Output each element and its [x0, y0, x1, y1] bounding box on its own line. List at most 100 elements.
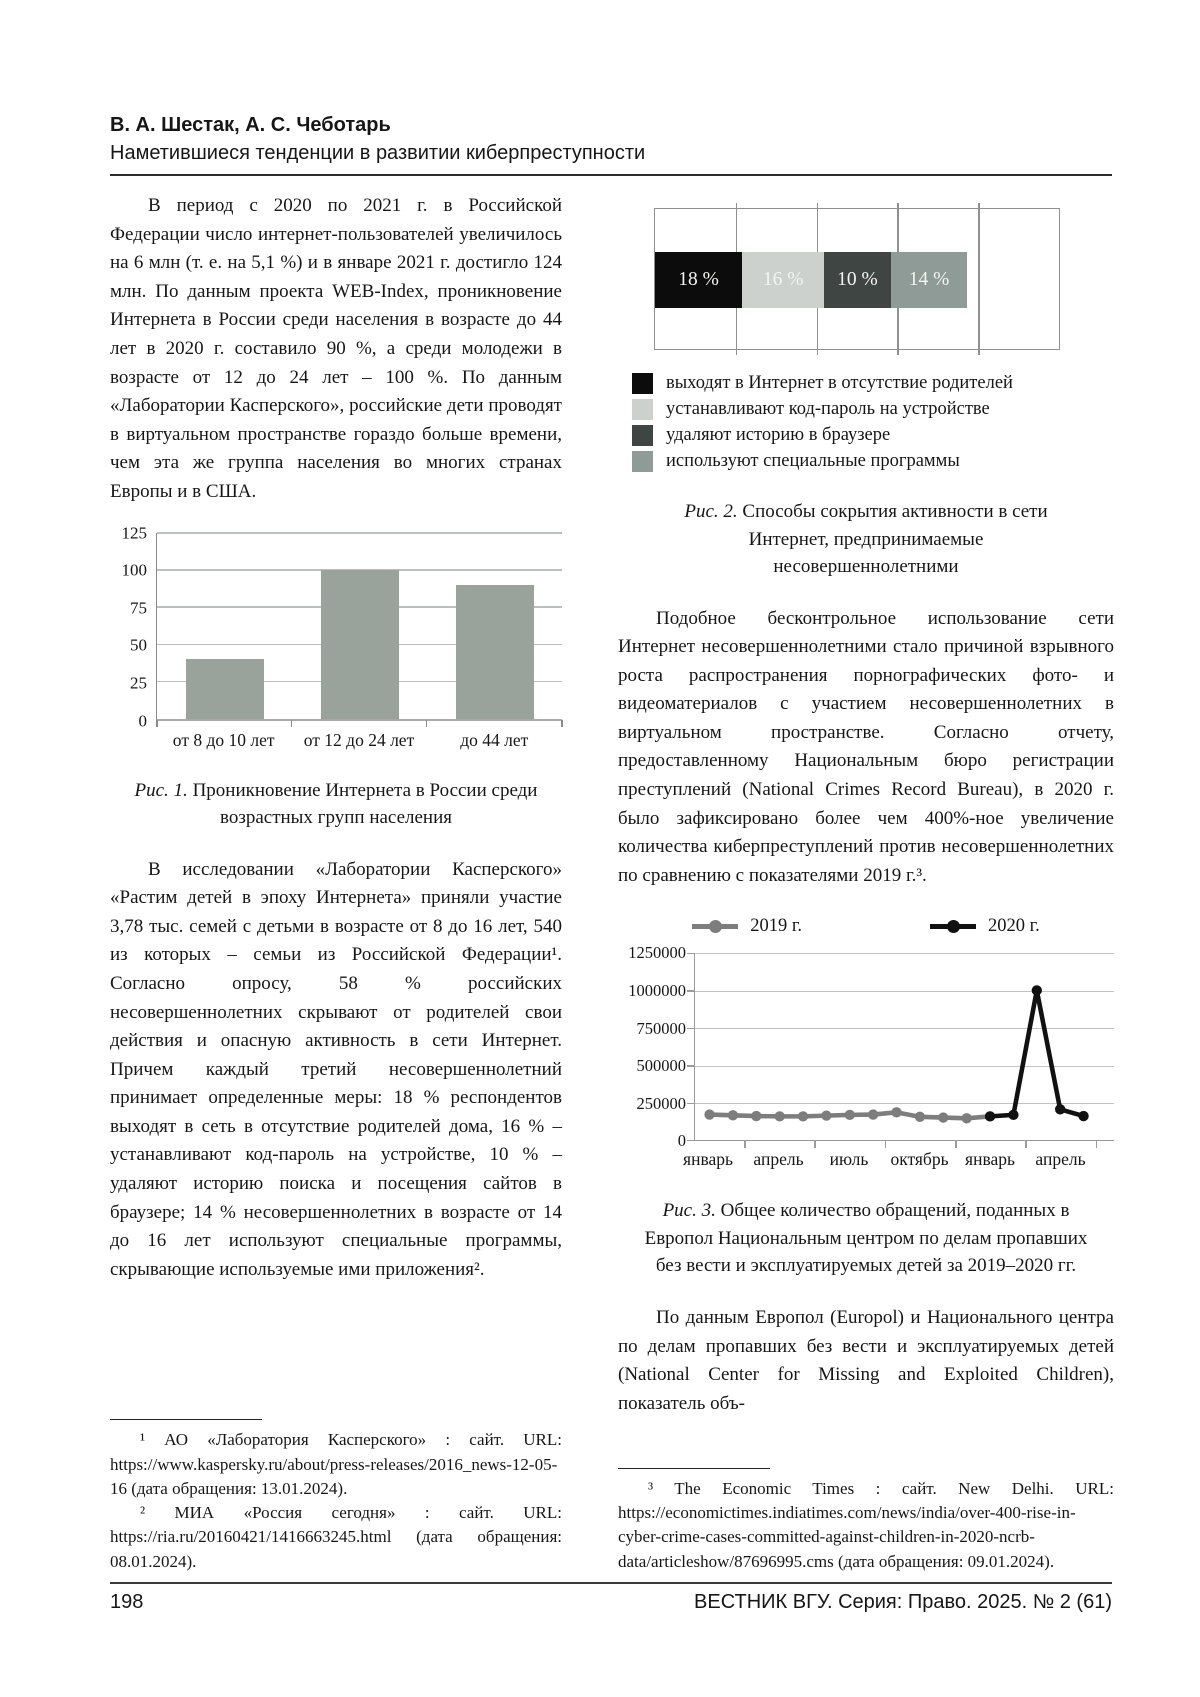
footnote-rule	[618, 1467, 770, 1469]
fig3-ytick-label: 0	[677, 1131, 686, 1151]
fig1-ytick-label: 75	[130, 598, 147, 618]
fig1-gridline	[157, 532, 562, 534]
paragraph: По данным Европол (Europol) и Национальн…	[618, 1306, 1114, 1414]
fig2-legend-swatch	[632, 398, 653, 420]
fig1-caption-label: Рис. 1.	[134, 779, 188, 801]
right-column: 18 % 16 % 10 % 14 % выходят в Интернет в от…	[618, 192, 1114, 1574]
fig3-data-point	[774, 1111, 785, 1122]
fig3-gridline	[695, 1065, 1114, 1067]
right-footnotes: ³ The Economic Times : сайт. New Delhi. …	[618, 1467, 1114, 1574]
fig3-ytick-label: 750000	[636, 1018, 687, 1038]
fig2-legend-item: устанавливают код-пароль на устройстве	[632, 398, 1114, 420]
fig1-category-label: от 8 до 10 лет	[172, 729, 275, 750]
fig3-x-tick	[814, 1141, 816, 1149]
fig3-gridline	[695, 990, 1114, 992]
fig1-caption-text: Проникновение Интернета в России среди в…	[187, 779, 538, 829]
fig1-category-label: до 44 лет	[460, 729, 529, 750]
fig2-segment: 16 %	[742, 252, 825, 309]
fig1-bar-slot	[292, 533, 427, 719]
fig3-xtick-label: апрель	[1035, 1149, 1086, 1170]
fig2-legend-label: используют специальные программы	[666, 451, 960, 471]
fig1-x-tick	[425, 719, 428, 727]
fig2-caption-label: Рис. 2.	[684, 501, 738, 522]
fig3-line-chart: 0 250000 500000 750000 1000000 1250000 январь…	[618, 945, 1114, 1171]
fig1-category-label: от 12 до 24 лет	[303, 729, 415, 750]
fig1-xlabels: от 8 до 10 лет от 12 до 24 лет до 44 лет	[156, 721, 562, 751]
fig1-bar	[320, 569, 399, 719]
fig2-legend-swatch	[632, 450, 653, 472]
fig1-ytick-label: 0	[138, 711, 148, 731]
fig2-legend-item: используют специальные программы	[632, 450, 1114, 472]
fig3-data-point	[797, 1111, 809, 1122]
fig3-x-tick	[744, 1141, 746, 1149]
fig2-legend-item: удаляют историю в браузере	[632, 424, 1114, 446]
fig3-legend-marker	[930, 920, 976, 934]
fig2-legend-swatch	[632, 424, 653, 446]
fig1-x-tick	[561, 719, 563, 727]
fig1-ytick-label: 100	[121, 560, 148, 580]
fig3-data-point	[1054, 1104, 1066, 1115]
fig3-data-point	[984, 1111, 996, 1122]
fig3-y-tick	[687, 952, 695, 955]
fig3-data-point	[1078, 1111, 1089, 1122]
fig1-ylabels: 0 25 50 75 100 125	[110, 524, 156, 729]
journal-line: ВЕСТНИК ВГУ. Серия: Право. 2025. № 2 (61…	[694, 1591, 1112, 1613]
fig3-legend: 2019 г. 2020 г.	[618, 916, 1114, 937]
fig2-stacked-bar: 18 % 16 % 10 % 14 %	[655, 252, 968, 309]
fig3-ytick-label: 250000	[636, 1093, 687, 1113]
authors: В. А. Шестак, А. С. Чеботарь	[110, 114, 391, 136]
fig3-ylabels: 0 250000 500000 750000 1000000 1250000	[618, 945, 694, 1150]
fig2-legend-label: удаляют историю в браузере	[666, 425, 891, 445]
fig3-gridline	[695, 953, 1114, 955]
fig1-bar	[185, 659, 264, 719]
fig3-xtick-label: январь	[965, 1149, 1015, 1170]
paragraph: Подобное бесконтрольное использование се…	[618, 607, 1114, 886]
fig3-gridline	[695, 1103, 1114, 1105]
fig3-legend-item: 2020 г.	[930, 916, 1040, 937]
fig3-line-series-1	[989, 988, 1085, 1120]
fig2-segment: 10 %	[824, 252, 891, 309]
fig2-legend-swatch	[632, 372, 653, 394]
fig3-legend-item: 2019 г.	[692, 916, 802, 937]
fig3-xtick-label: октябрь	[890, 1149, 949, 1170]
fig3-gridline	[695, 1028, 1114, 1030]
footnote-3: ³ The Economic Times : сайт. New Delhi. …	[618, 1478, 1114, 1571]
fig2-legend: выходят в Интернет в отсутствие родителе…	[632, 372, 1114, 472]
fig3-x-tick	[884, 1141, 887, 1149]
fig3-data-point	[961, 1113, 972, 1124]
fig3-ytick-label: 500000	[636, 1056, 687, 1076]
fig2-legend-label: выходят в Интернет в отсутствие родителе…	[666, 373, 1013, 393]
fig3-data-point	[727, 1110, 739, 1121]
left-footnotes: ¹ АО «Лаборатория Касперского» : сайт. U…	[110, 1419, 562, 1574]
fig3-data-point	[1008, 1110, 1019, 1121]
fig3-plot	[687, 952, 1114, 1149]
fig3-legend-dot	[709, 920, 723, 934]
footnote-1: ¹ АО «Лаборатория Касперского» : сайт. U…	[110, 1430, 562, 1498]
fig3-xtick-label: январь	[683, 1149, 733, 1170]
fig1-caption: Рис. 1. Проникновение Интернета в России…	[113, 777, 559, 832]
fig3-x-tick	[1025, 1141, 1027, 1149]
fig3-legend-marker	[692, 920, 739, 934]
figure-1: 0 25 50 75 100 125 от 8 до 10 лет от 12 до 24 …	[110, 507, 563, 832]
left-column: В период с 2020 по 2021 г. в Российской …	[110, 192, 563, 1574]
two-column-layout: В период с 2020 по 2021 г. в Российской …	[110, 192, 1114, 1574]
fig1-bar-slot	[157, 533, 292, 719]
footnote-2: ² МИА «Россия сегодня» : сайт. URL: http…	[110, 1503, 562, 1571]
paragraph: В исследовании «Лаборатории Касперского»…	[110, 858, 562, 1280]
fig3-xtick-label: июль	[829, 1149, 869, 1170]
paragraph: В период с 2020 по 2021 г. в Российской …	[110, 195, 562, 502]
fig3-ytick-label: 1000000	[628, 981, 686, 1001]
fig2-segment: 18 %	[655, 252, 743, 309]
fig2-segment-label: 10 %	[837, 269, 878, 291]
fig3-x-tick	[955, 1141, 957, 1149]
running-title: Наметившиеся тенденции в развитии киберп…	[110, 142, 646, 164]
fig3-data-point	[938, 1112, 949, 1124]
fig2-plot: 18 % 16 % 10 % 14 %	[654, 203, 1060, 355]
fig3-x-tick	[1095, 1141, 1098, 1149]
fig1-x-tick	[156, 719, 158, 727]
fig3-data-point	[1031, 985, 1042, 997]
fig3-ytick-label: 1250000	[628, 943, 686, 963]
footnote-rule	[110, 1419, 262, 1421]
fig3-caption: Рис. 3. Общее количество обращений, пода…	[631, 1197, 1101, 1280]
page-footer: 198 ВЕСТНИК ВГУ. Серия: Право. 2025. № 2…	[110, 1582, 1112, 1614]
